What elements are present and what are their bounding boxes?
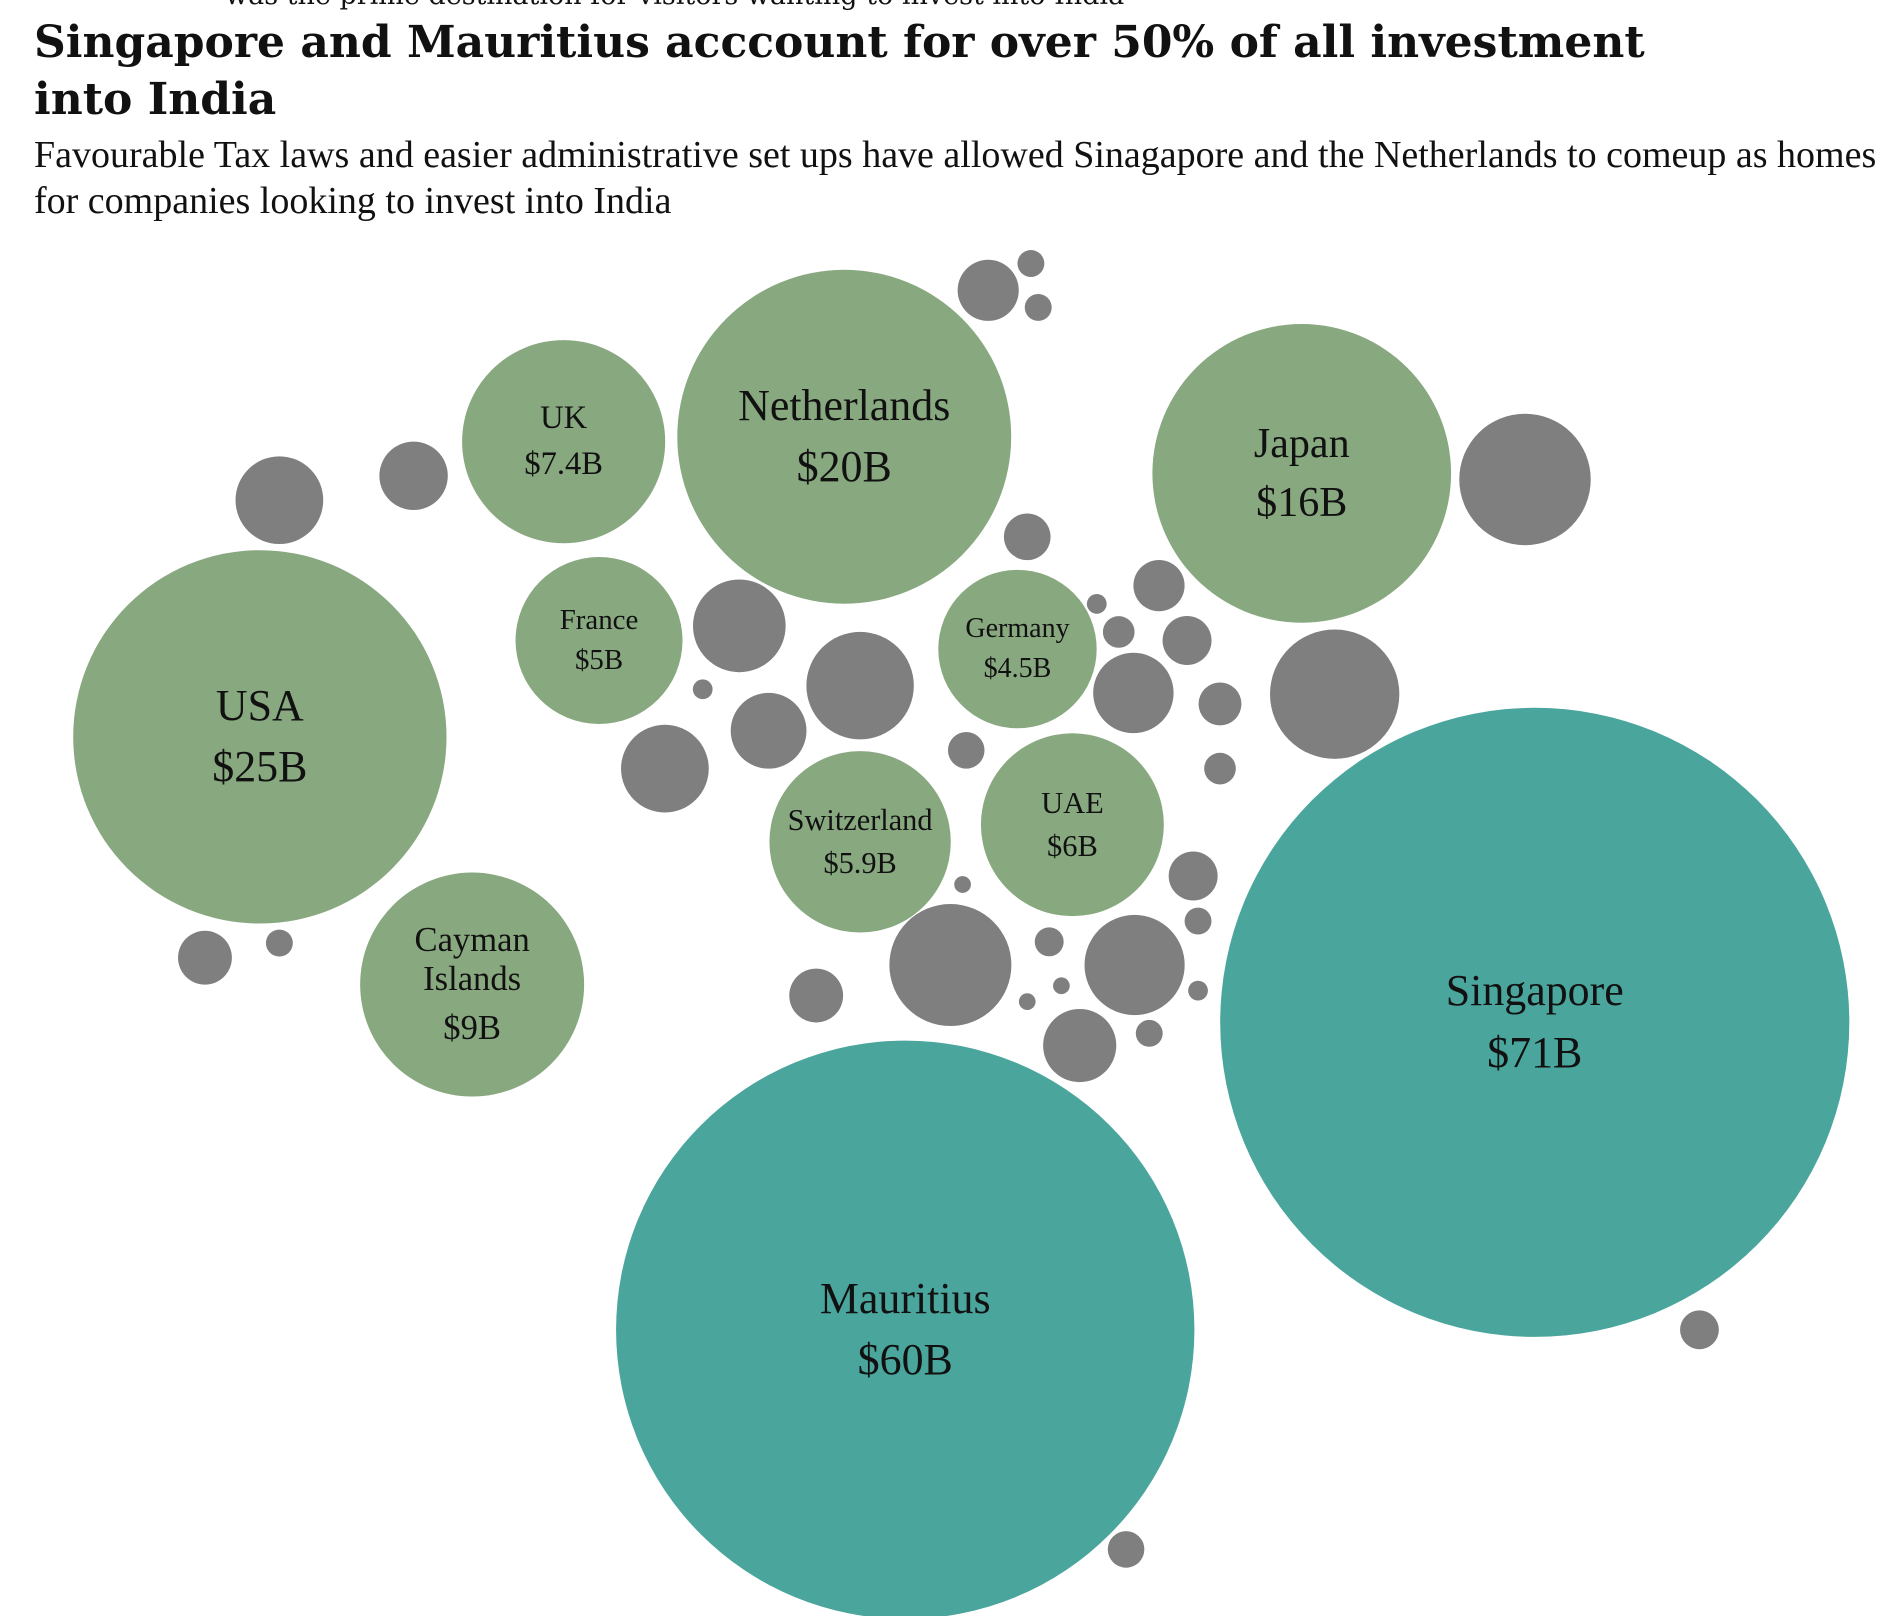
bubble bbox=[1168, 851, 1218, 901]
bubble bbox=[178, 930, 232, 985]
bubble-name: France bbox=[559, 603, 639, 636]
bubble bbox=[957, 259, 1019, 321]
bubble bbox=[1188, 980, 1208, 1001]
bubble bbox=[1024, 293, 1052, 321]
bubble-label: Germany $4.5B bbox=[946, 570, 1089, 728]
bubble bbox=[980, 733, 1164, 917]
bubble bbox=[379, 441, 448, 511]
bubble-value: $16B bbox=[1256, 479, 1348, 526]
bubble bbox=[1162, 616, 1212, 665]
bubble-label: USA $25B bbox=[92, 550, 428, 923]
bubble bbox=[677, 269, 1012, 604]
bubble-name: Mauritius bbox=[819, 1273, 991, 1323]
bubble bbox=[1204, 752, 1236, 785]
bubble bbox=[1102, 616, 1135, 648]
bubble bbox=[616, 1040, 1195, 1616]
bubble-label: Japan $16B bbox=[1167, 324, 1436, 623]
bubble bbox=[1053, 977, 1070, 995]
bubble bbox=[769, 751, 951, 933]
bubble-value: $9B bbox=[443, 1008, 501, 1047]
bubble bbox=[1017, 250, 1045, 277]
bubble-name: USA bbox=[215, 680, 304, 730]
bubble-value: $5.9B bbox=[823, 845, 897, 880]
bubble bbox=[73, 550, 447, 924]
bubble bbox=[789, 968, 844, 1023]
bubble-label: Cayman Islands $9B bbox=[371, 873, 573, 1097]
bubble bbox=[1198, 682, 1242, 726]
bubble-label: UK $7.4B bbox=[472, 340, 655, 543]
bubble-name: UK bbox=[540, 400, 588, 437]
bubble bbox=[692, 679, 713, 700]
bubble bbox=[1003, 513, 1051, 561]
bubble bbox=[1270, 629, 1400, 759]
bubble-value: $4.5B bbox=[983, 652, 1052, 684]
bubble-name: Netherlands bbox=[738, 380, 951, 430]
bubble bbox=[730, 692, 807, 769]
bubble-label: France $5B bbox=[524, 557, 674, 724]
bubble-value: $25B bbox=[212, 742, 308, 792]
clipped-note: was the prime destination for visitors w… bbox=[225, 0, 1124, 11]
bubble bbox=[1184, 907, 1212, 935]
bubble bbox=[462, 340, 666, 544]
bubble bbox=[265, 929, 293, 957]
bubble-label: Singapore $71B bbox=[1252, 708, 1818, 1337]
bubble-name: Germany bbox=[965, 613, 1070, 645]
bubble-value: $6B bbox=[1046, 828, 1098, 863]
bubble-value: $7.4B bbox=[524, 445, 603, 482]
bubble bbox=[1086, 594, 1107, 614]
bubble bbox=[1133, 560, 1185, 612]
bubble-name: Singapore bbox=[1445, 966, 1624, 1016]
bubble bbox=[1034, 927, 1064, 957]
bubble bbox=[954, 876, 971, 893]
bubble bbox=[938, 569, 1097, 729]
chart-title: Singapore and Mauritius acccount for ove… bbox=[34, 17, 1645, 125]
bubble bbox=[1018, 993, 1036, 1010]
bubble-name: Japan bbox=[1253, 420, 1350, 467]
bubble bbox=[947, 732, 985, 769]
bubble-name: UAE bbox=[1041, 785, 1104, 820]
bubble bbox=[1152, 324, 1452, 623]
bubble-name: Switzerland bbox=[787, 803, 933, 838]
bubble bbox=[235, 456, 324, 545]
bubble-value: $71B bbox=[1487, 1027, 1583, 1077]
bubble-label: Netherlands $20B bbox=[694, 270, 995, 604]
bubble-value: $60B bbox=[857, 1335, 953, 1385]
bubble bbox=[515, 557, 683, 724]
bubble bbox=[1084, 914, 1185, 1016]
bubble-value: $5B bbox=[574, 644, 624, 677]
bubble bbox=[806, 631, 914, 740]
bubble bbox=[1220, 707, 1850, 1337]
chart-subtitle: Favourable Tax laws and easier administr… bbox=[34, 134, 1877, 222]
bubble-label: UAE $6B bbox=[990, 733, 1155, 916]
bubble bbox=[621, 724, 709, 813]
bubble bbox=[1093, 652, 1174, 734]
bubble-label: Mauritius $60B bbox=[645, 1041, 1166, 1616]
bubble bbox=[692, 579, 786, 673]
bubble bbox=[889, 904, 1012, 1027]
bubble bbox=[1680, 1310, 1719, 1350]
bubble bbox=[1459, 413, 1591, 546]
bubble bbox=[1107, 1531, 1145, 1568]
bubble bbox=[1135, 1019, 1163, 1047]
bubble-name: Cayman Islands bbox=[414, 920, 530, 999]
bubble bbox=[1043, 1008, 1117, 1083]
bubble bbox=[360, 872, 585, 1097]
bubble-value: $20B bbox=[796, 442, 892, 492]
bubble-label: Switzerland $5.9B bbox=[778, 751, 941, 932]
